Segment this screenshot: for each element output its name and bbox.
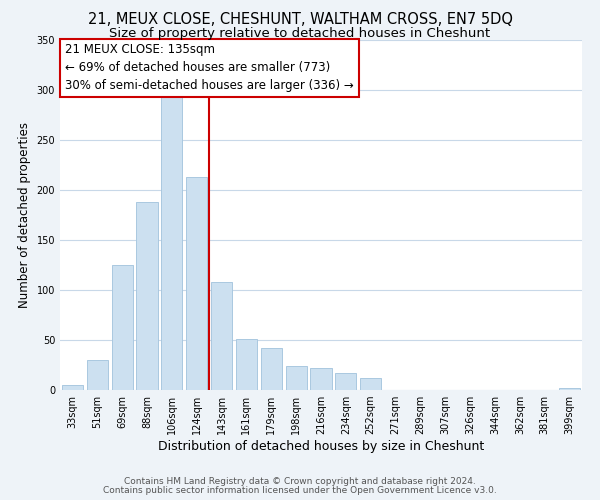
Text: Contains HM Land Registry data © Crown copyright and database right 2024.: Contains HM Land Registry data © Crown c…	[124, 477, 476, 486]
Bar	[62, 385, 83, 390]
Text: Contains public sector information licensed under the Open Government Licence v3: Contains public sector information licen…	[103, 486, 497, 495]
Text: 21, MEUX CLOSE, CHESHUNT, WALTHAM CROSS, EN7 5DQ: 21, MEUX CLOSE, CHESHUNT, WALTHAM CROSS,…	[88, 12, 512, 28]
Text: Size of property relative to detached houses in Cheshunt: Size of property relative to detached ho…	[109, 26, 491, 40]
Bar	[360, 378, 381, 390]
Text: 21 MEUX CLOSE: 135sqm
← 69% of detached houses are smaller (773)
30% of semi-det: 21 MEUX CLOSE: 135sqm ← 69% of detached …	[65, 44, 354, 92]
Bar	[136, 202, 158, 390]
Bar	[161, 95, 182, 390]
Bar	[236, 339, 257, 390]
Bar	[261, 348, 282, 390]
X-axis label: Distribution of detached houses by size in Cheshunt: Distribution of detached houses by size …	[158, 440, 484, 453]
Bar	[87, 360, 108, 390]
Bar	[112, 265, 133, 390]
Bar	[335, 373, 356, 390]
Y-axis label: Number of detached properties: Number of detached properties	[18, 122, 31, 308]
Bar	[559, 388, 580, 390]
Bar	[211, 282, 232, 390]
Bar	[186, 177, 207, 390]
Bar	[286, 366, 307, 390]
Bar	[310, 368, 332, 390]
